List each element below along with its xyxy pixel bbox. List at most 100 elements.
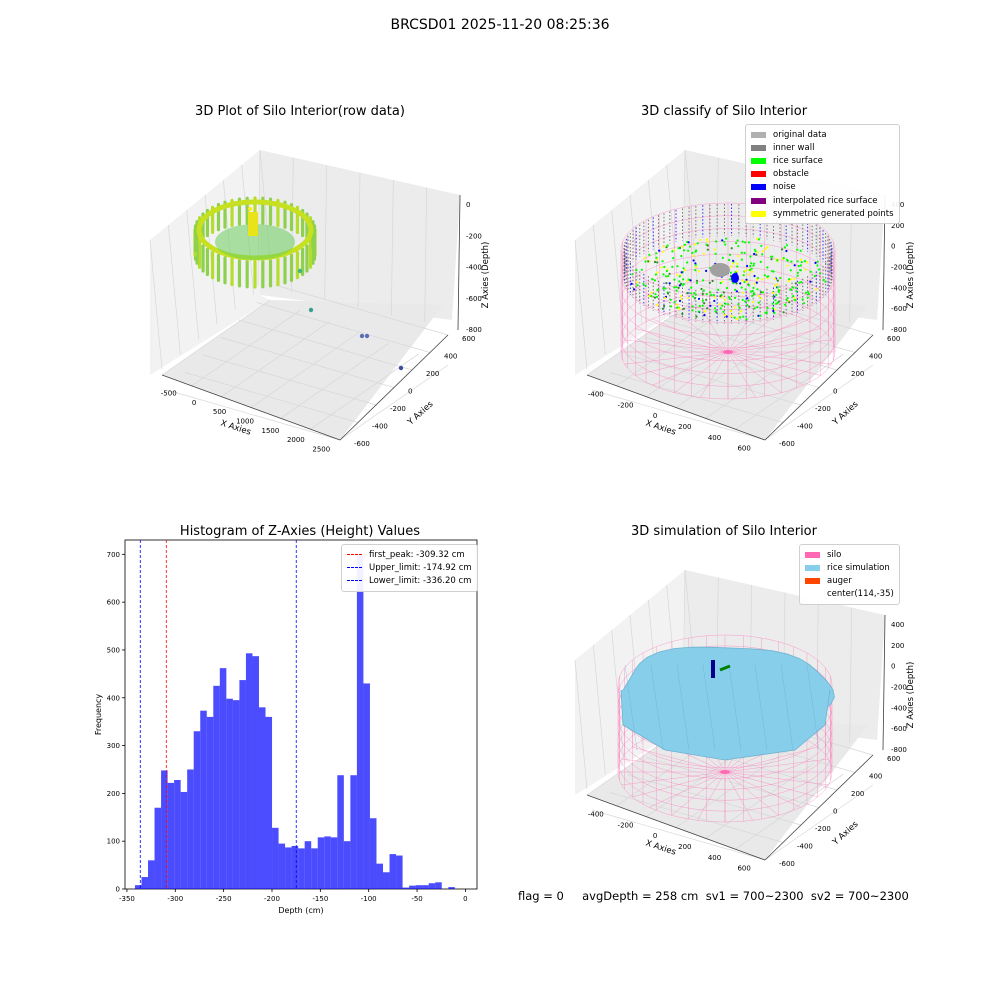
surface-point xyxy=(802,302,806,305)
surface-point xyxy=(782,257,785,260)
x-tick-label: 600 xyxy=(737,445,750,453)
grid-line xyxy=(220,337,395,388)
surface-point xyxy=(764,311,767,314)
surface-point xyxy=(696,242,699,245)
surface-point xyxy=(732,262,735,265)
grid-line xyxy=(675,752,785,828)
x-tick-label: -250 xyxy=(216,895,232,903)
surface-point xyxy=(737,303,740,306)
surface-point xyxy=(766,266,769,269)
legend-entry: Upper_limit: -174.92 cm xyxy=(347,561,472,574)
surface-point xyxy=(724,243,727,246)
surface-point xyxy=(801,298,804,301)
grid-line xyxy=(591,809,766,861)
floor-spoke xyxy=(727,311,782,353)
surface-point xyxy=(705,298,708,301)
surface-point xyxy=(735,317,738,321)
surface-point xyxy=(742,279,745,282)
legend-label: first_peak: -309.32 cm xyxy=(369,549,465,560)
surface-point xyxy=(799,268,802,272)
surface-point xyxy=(694,250,697,253)
legend-swatch xyxy=(751,131,766,138)
surface-point xyxy=(789,288,792,291)
z-tick-label: -200 xyxy=(891,684,907,692)
surface-point xyxy=(729,271,732,274)
surface-point xyxy=(800,281,803,284)
histogram-bar xyxy=(428,883,436,889)
surface-point xyxy=(680,298,683,301)
legend-entry: original data xyxy=(751,128,894,141)
x-tick-label: 0 xyxy=(653,832,657,840)
surface-point xyxy=(763,274,766,277)
surface-point xyxy=(819,272,822,275)
surface-point xyxy=(728,278,732,281)
histogram-bar xyxy=(383,872,390,889)
surface-point xyxy=(741,298,744,301)
y-tick-label: -400 xyxy=(797,423,813,431)
histogram-bar xyxy=(324,836,331,889)
surface-point xyxy=(807,292,810,296)
z-tick-label: -400 xyxy=(466,264,482,272)
surface-point xyxy=(701,304,704,307)
y-tick-label: 100 xyxy=(107,838,120,846)
legend-label: rice simulation xyxy=(827,562,890,573)
obstacle-cluster xyxy=(710,263,730,277)
surface-point xyxy=(677,286,680,289)
legend-swatch xyxy=(347,580,362,582)
raw-outlier-point xyxy=(364,333,370,339)
z-tick-label: -600 xyxy=(891,725,907,733)
legend-entry: rice surface xyxy=(751,154,894,167)
surface-point xyxy=(750,267,753,270)
grid-line xyxy=(149,239,163,370)
y-tick-label: -200 xyxy=(390,405,406,413)
surface-point xyxy=(739,316,742,319)
surface-point xyxy=(653,279,656,282)
surface-point xyxy=(656,261,659,264)
histogram-bar xyxy=(252,656,259,889)
surface-point xyxy=(723,314,727,317)
back-right-pane xyxy=(260,150,460,320)
surface-point xyxy=(745,318,748,321)
histogram-bar xyxy=(402,887,410,889)
surface-point xyxy=(789,269,792,272)
surface-point xyxy=(719,307,722,310)
surface-point xyxy=(785,249,788,253)
grid-line xyxy=(616,310,725,387)
surface-point xyxy=(688,245,692,248)
surface-point xyxy=(706,248,709,251)
legend-entry: Lower_limit: -336.20 cm xyxy=(347,574,472,587)
z-tick-label: -800 xyxy=(891,746,907,754)
surface-point xyxy=(738,306,741,309)
surface-point xyxy=(790,260,793,263)
surface-point xyxy=(689,279,692,282)
grid-line xyxy=(221,321,330,397)
surface-point xyxy=(774,299,777,302)
floor-center xyxy=(723,350,733,354)
grid-line xyxy=(357,172,361,308)
x-tick-label: 0 xyxy=(192,399,196,407)
surface-point xyxy=(824,280,827,283)
histogram-bars xyxy=(134,554,455,889)
surface-point xyxy=(772,291,775,295)
surface-point xyxy=(662,250,665,253)
histogram-bar xyxy=(154,807,162,889)
surface-point xyxy=(732,259,735,262)
surface-point xyxy=(662,273,665,276)
surface-point xyxy=(785,244,789,247)
surface-point xyxy=(718,303,721,306)
surface-point xyxy=(779,276,782,280)
grid-line xyxy=(611,209,625,340)
surface-point xyxy=(680,254,683,258)
status-footer: flag = 0 avgDepth = 258 cm sv1 = 700~230… xyxy=(518,889,909,903)
surface-point xyxy=(700,287,703,291)
x-tick-label: -300 xyxy=(167,895,183,903)
y-tick-label: -600 xyxy=(779,860,795,868)
legend-label: inner wall xyxy=(773,142,815,153)
y-tick-label: -600 xyxy=(779,440,795,448)
surface-point xyxy=(766,307,769,310)
x-tick-label: -100 xyxy=(361,895,377,903)
surface-point xyxy=(807,290,810,294)
surface-point xyxy=(737,254,740,258)
surface-point xyxy=(695,281,699,285)
x-axis-label: X Axies xyxy=(644,418,677,437)
